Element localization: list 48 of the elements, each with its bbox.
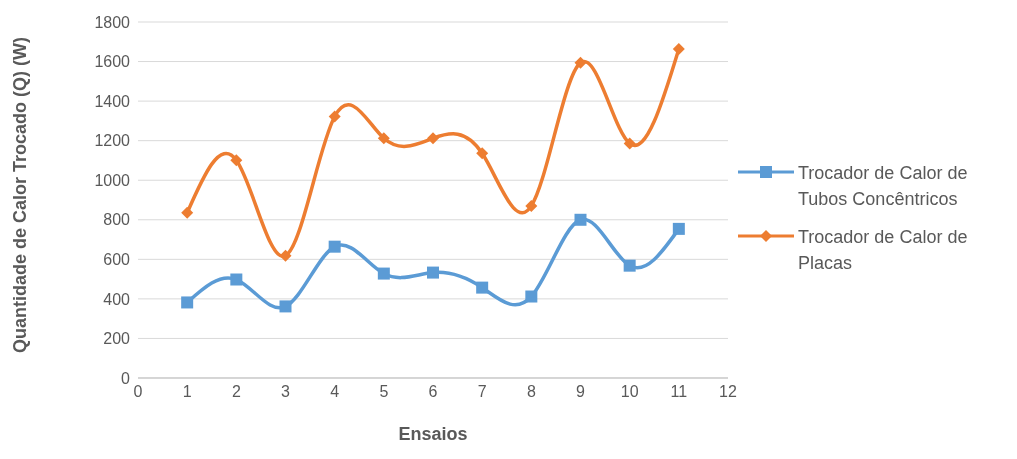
legend-label: Trocador de Calor de Placas	[798, 226, 969, 275]
x-tick-label: 1	[182, 383, 192, 401]
x-tick-label: 7	[477, 383, 487, 401]
point	[377, 267, 390, 280]
y-tick-label: 1000	[94, 171, 131, 189]
x-tick-label: 5	[379, 383, 389, 401]
point	[279, 300, 292, 313]
y-tick-label: 600	[103, 251, 131, 269]
point	[525, 290, 538, 303]
point	[623, 137, 636, 150]
x-tick-label: 0	[133, 383, 143, 401]
y-tick-label: 400	[103, 290, 131, 308]
x-tick-label: 11	[670, 383, 688, 401]
x-tick-label: 9	[576, 383, 586, 401]
point	[230, 154, 243, 167]
x-tick-label: 10	[620, 383, 639, 401]
y-tick-label: 1600	[94, 53, 131, 71]
y-tick-label: 1200	[94, 132, 131, 150]
point	[525, 199, 538, 212]
x-tick-label: 3	[281, 383, 291, 401]
y-tick-label: 1400	[94, 92, 131, 110]
point	[181, 206, 194, 219]
x-tick-label: 6	[428, 383, 438, 401]
x-tick-label: 2	[231, 383, 241, 401]
point	[328, 110, 341, 123]
point	[181, 296, 194, 309]
y-tick-label: 200	[103, 330, 131, 348]
legend-label: Trocador de Calor de Tubos Concêntricos	[798, 162, 969, 211]
point	[574, 56, 587, 69]
x-tick-label: 12	[719, 383, 737, 401]
point	[672, 222, 685, 235]
point	[427, 266, 439, 279]
y-axis-title: Quantidade de Calor Trocado (Q) (W)	[9, 36, 31, 355]
x-axis-title: Ensaios	[398, 424, 468, 444]
y-tick-label: 1800	[94, 13, 131, 31]
x-tick-label: 8	[526, 383, 536, 401]
point	[377, 132, 390, 145]
point	[328, 240, 341, 253]
point	[230, 273, 243, 286]
y-tick-label: 0	[121, 369, 131, 387]
point	[427, 132, 439, 145]
x-tick-label: 4	[330, 383, 340, 401]
y-tick-label: 800	[103, 211, 131, 229]
point	[623, 259, 636, 272]
point	[672, 42, 685, 55]
point	[574, 213, 587, 226]
point	[476, 281, 489, 294]
point	[476, 147, 489, 160]
